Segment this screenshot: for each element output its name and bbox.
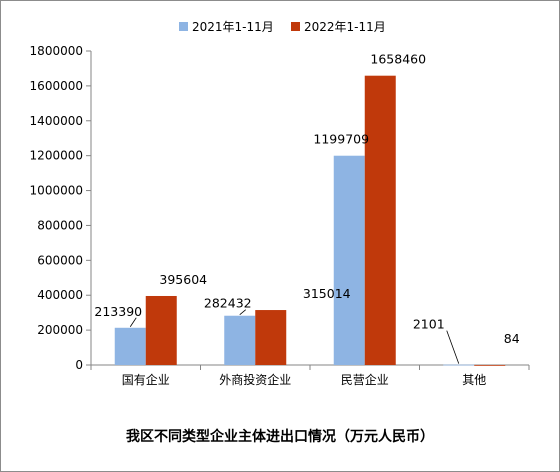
bar [145, 295, 177, 365]
data-label: 2101 [413, 317, 445, 332]
y-tick-label: 1000000 [30, 184, 83, 198]
y-tick-label: 1800000 [30, 44, 83, 58]
legend-swatch [291, 22, 300, 31]
category-label: 其他 [462, 373, 486, 387]
data-label: 213390 [94, 304, 142, 319]
bar [333, 155, 365, 365]
bar [224, 315, 256, 365]
y-tick-label: 400000 [37, 288, 83, 302]
category-label: 民营企业 [341, 372, 389, 387]
bar [255, 310, 287, 365]
data-label: 1658460 [370, 52, 426, 67]
legend-swatch [179, 22, 188, 31]
chart-title: 我区不同类型企业主体进出口情况（万元人民币） [126, 429, 434, 445]
y-tick-label: 600000 [37, 253, 83, 267]
legend-label: 2022年1-11月 [304, 20, 386, 34]
legend-label: 2021年1-11月 [192, 20, 274, 34]
bar [474, 364, 506, 366]
bar [114, 327, 146, 365]
category-label: 国有企业 [122, 372, 170, 387]
data-label: 315014 [303, 286, 351, 301]
y-tick-label: 1600000 [30, 79, 83, 93]
y-tick-label: 1400000 [30, 114, 83, 128]
category-label: 外商投资企业 [219, 372, 291, 387]
data-label-leader [239, 309, 247, 316]
data-label-leader [446, 330, 460, 364]
y-tick-label: 200000 [37, 323, 83, 337]
bar-chart: 0 200000 400000 600000 800000 1000000 1200000 1… [30, 20, 530, 387]
data-label-leader [129, 317, 137, 327]
data-label: 1199709 [313, 132, 369, 147]
y-tick-label: 800000 [37, 218, 83, 232]
bar [443, 364, 475, 366]
data-label: 282432 [204, 296, 252, 311]
data-label: 84 [504, 331, 520, 346]
bar [364, 75, 396, 366]
y-tick-label: 1200000 [30, 149, 83, 163]
data-label: 395604 [159, 272, 207, 287]
y-tick-label: 0 [75, 358, 83, 372]
